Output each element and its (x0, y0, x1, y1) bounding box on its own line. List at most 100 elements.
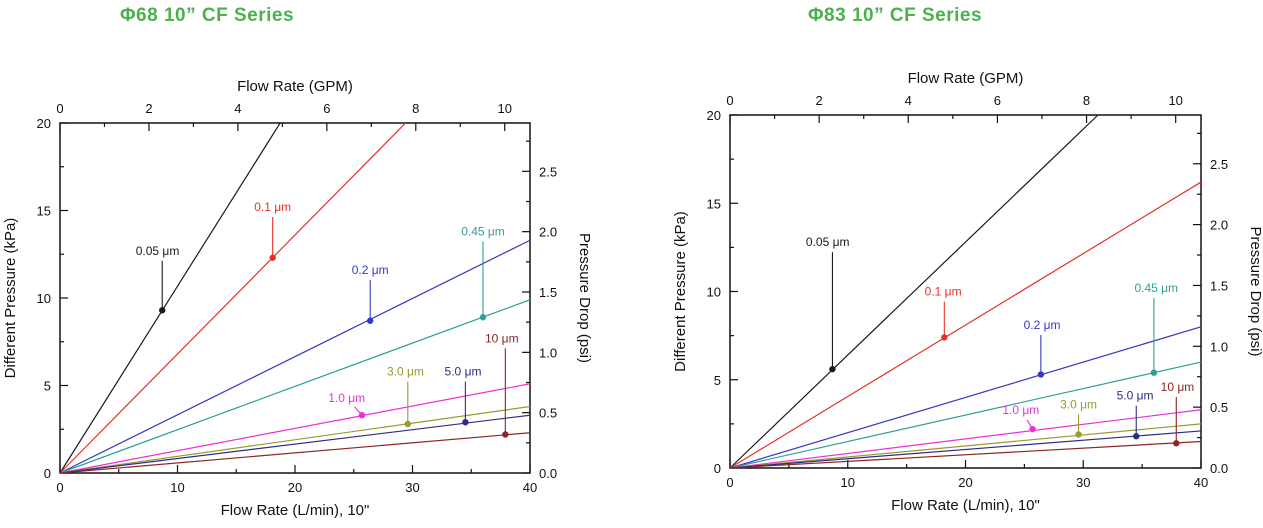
x-tick-label: 30 (405, 480, 419, 495)
series-0.45m: 0.45 μm (59, 225, 531, 474)
series-label: 1.0 μm (328, 391, 365, 405)
series-marker-dot (358, 412, 366, 419)
right-tick-label: 1.0 (1210, 339, 1228, 354)
top-axis-title: Flow Rate (GPM) (237, 78, 353, 95)
series-label: 3.0 μm (1060, 397, 1097, 411)
series-line (729, 326, 1202, 469)
series-label: 10 μm (485, 331, 519, 345)
series-10m: 10 μm (59, 331, 531, 474)
chart-phi68-cf-series: Φ68 10” CF Series 0 10 20 30 40 0 2 4 6 8 10 0 5 10 15… (0, 0, 631, 528)
series-marker-dot (159, 307, 166, 314)
y-tick-label: 10 (37, 291, 51, 306)
series-5.0m: 5.0 μm (59, 365, 531, 474)
series-0.2m: 0.2 μm (729, 318, 1202, 469)
right-tick-label: 2.0 (1210, 218, 1228, 233)
series-1.0m: 1.0 μm (59, 383, 531, 474)
series-1.0m: 1.0 μm (729, 403, 1202, 469)
series-marker-dot (1029, 425, 1036, 433)
y-tick-label: 0 (714, 461, 721, 476)
right-axis-title: Pressure Drop (psi) (576, 233, 593, 363)
series-group: 0.05 μm 0.1 μm 0.2 μm 0.45 μm 1.0 μm 3.0 μm 5.… (729, 114, 1202, 469)
series-line (729, 423, 1202, 469)
right-tick-label: 2.5 (539, 164, 557, 179)
top-tick-label: 8 (412, 101, 419, 116)
series-line (59, 414, 531, 474)
series-line (59, 405, 531, 474)
chart-title-phi83: Φ83 10” CF Series (807, 5, 983, 26)
series-label: 5.0 μm (1117, 389, 1154, 403)
y-tick-label: 15 (707, 196, 721, 211)
top-tick-label: 2 (145, 101, 152, 116)
series-marker-dot (502, 431, 509, 438)
right-tick-label: 0.5 (539, 406, 557, 421)
y-tick-label: 15 (37, 204, 51, 219)
chart-phi83-cf-series: Φ83 10” CF Series 0 10 20 30 40 0 2 4 6 8 10 0 5 10 15… (632, 0, 1263, 528)
series-marker-dot (404, 420, 411, 428)
series-line (729, 361, 1202, 469)
y-tick-label: 5 (44, 379, 51, 394)
x-axis-title: Flow Rate (L/min), 10" (891, 497, 1040, 514)
series-marker-dot (367, 317, 374, 324)
x-axis-title: Flow Rate (L/min), 10" (221, 502, 370, 519)
right-tick-label: 1.0 (539, 345, 557, 360)
series-marker-dot (479, 314, 487, 321)
series-label: 1.0 μm (1002, 403, 1039, 417)
x-tick-label: 10 (170, 480, 184, 495)
x-tick-label: 10 (841, 475, 855, 490)
top-tick-label: 10 (498, 101, 512, 116)
series-10m: 10 μm (729, 380, 1202, 469)
series-marker-dot (462, 419, 469, 426)
right-tick-label: 2.5 (1210, 157, 1228, 172)
series-0.05m: 0.05 μm (59, 122, 281, 474)
series-line (729, 409, 1202, 469)
series-line (729, 181, 1202, 469)
series-marker-dot (269, 254, 276, 261)
x-tick-label: 20 (958, 475, 972, 490)
series-line (59, 383, 531, 474)
series-marker-dot (829, 365, 836, 373)
series-label: 3.0 μm (387, 365, 424, 379)
series-marker-dot (1173, 440, 1180, 447)
series-label: 10 μm (1161, 380, 1195, 394)
right-tick-label: 2.0 (539, 225, 557, 240)
series-marker-dot (1133, 433, 1140, 440)
series-line (59, 122, 407, 474)
series-line (59, 299, 531, 474)
top-tick-label: 6 (994, 93, 1001, 108)
top-tick-label: 4 (234, 101, 241, 116)
series-line (59, 239, 531, 474)
left-axis-title: Different Pressure (kPa) (2, 218, 19, 379)
right-tick-label: 0.5 (1210, 400, 1228, 415)
series-3.0m: 3.0 μm (729, 397, 1202, 469)
top-tick-label: 6 (323, 101, 330, 116)
x-tick-label: 0 (726, 475, 733, 490)
series-0.2m: 0.2 μm (59, 239, 531, 474)
series-marker-dot (1150, 369, 1158, 376)
plot: 0 10 20 30 40 0 2 4 6 8 10 0 5 10 15 20 0.0 0.5 1.0 1.5 2.0 2… (672, 70, 1263, 514)
top-tick-label: 8 (1083, 93, 1090, 108)
top-tick-label: 0 (56, 101, 63, 116)
chart-title-phi68: Φ68 10” CF Series (119, 5, 295, 26)
top-tick-label: 10 (1168, 93, 1182, 108)
y-tick-label: 0 (44, 466, 51, 481)
x-tick-label: 20 (288, 480, 302, 495)
series-group: 0.05 μm 0.1 μm 0.2 μm 0.45 μm 1.0 μm 3.0 μm 5.… (59, 122, 531, 474)
plot-frame (59, 122, 531, 474)
series-marker-dot (1075, 431, 1082, 438)
right-tick-label: 0.0 (539, 466, 557, 481)
right-tick-label: 1.5 (539, 285, 557, 300)
chart-canvas-phi68: 0 10 20 30 40 0 2 4 6 8 10 0 5 10 15 20 0.0 0.5 1.0 1.5 2.0 2… (2, 78, 593, 519)
series-0.1m: 0.1 μm (59, 122, 407, 474)
series-label: 5.0 μm (445, 365, 482, 379)
series-label: 0.1 μm (254, 200, 291, 214)
top-tick-label: 4 (905, 93, 912, 108)
axes: 0 10 20 30 40 0 2 4 6 8 10 0 5 10 15 20 0.0 0.5 1.0 1.5 2.0 2… (2, 78, 593, 519)
series-5.0m: 5.0 μm (729, 389, 1202, 469)
series-line (729, 114, 1099, 469)
series-label: 0.05 μm (806, 235, 850, 249)
series-label: 0.2 μm (1024, 318, 1061, 332)
series-label: 0.2 μm (352, 263, 389, 277)
series-line (729, 440, 1202, 469)
series-label: 0.05 μm (136, 244, 180, 258)
